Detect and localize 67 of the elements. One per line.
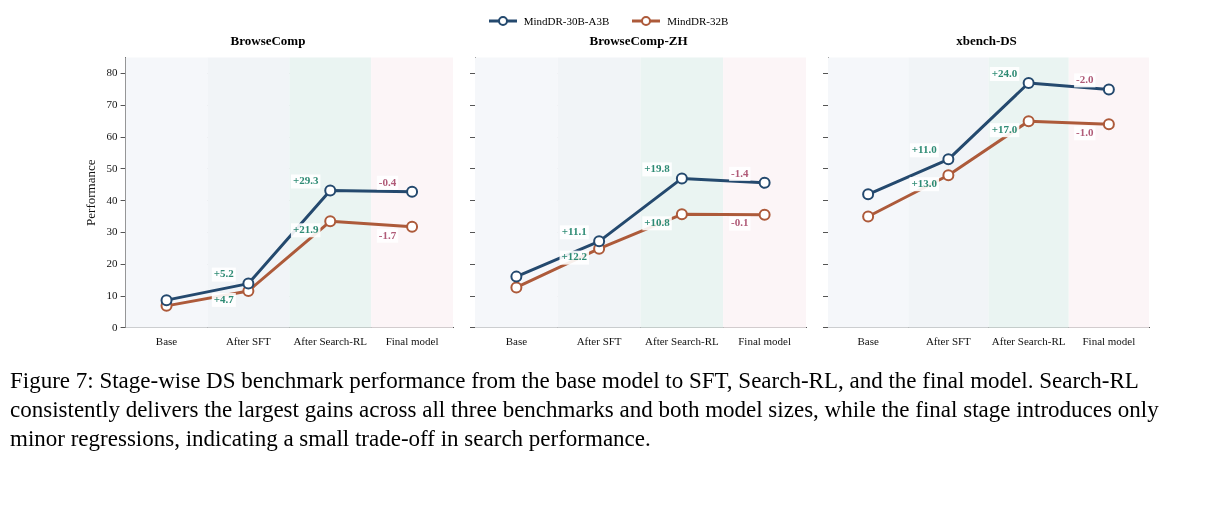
- annotation: +5.2: [213, 267, 235, 280]
- y-tick-label: 60: [106, 129, 119, 142]
- x-tick-label: Base: [857, 335, 879, 348]
- annotation: -1.7: [378, 228, 397, 241]
- annotation: +12.2: [561, 250, 588, 263]
- y-tick-label: 80: [106, 66, 119, 79]
- chart-title: BrowseComp-ZH: [589, 33, 688, 49]
- point: [942, 169, 955, 182]
- x-tick-label: After Search-RL: [645, 335, 719, 348]
- point: [593, 235, 606, 248]
- x-tick-label: Base: [155, 335, 178, 348]
- point: [510, 270, 523, 283]
- legend-label: MindDR-32B: [667, 15, 729, 27]
- point: [510, 281, 523, 294]
- annotation: +4.7: [213, 292, 235, 305]
- point: [942, 153, 955, 166]
- y-tick-label: 30: [106, 225, 119, 238]
- annotation: +29.3: [292, 174, 319, 187]
- x-tick-label: Final model: [738, 335, 792, 348]
- chart-title: BrowseComp: [230, 33, 306, 49]
- point: [1022, 115, 1035, 128]
- y-tick-label: 40: [106, 193, 119, 206]
- x-tick-label: After SFT: [925, 335, 972, 348]
- point: [862, 210, 875, 223]
- annotation: -0.4: [378, 175, 397, 188]
- annotation: +11.0: [911, 143, 938, 156]
- annotation: +19.8: [644, 162, 671, 175]
- point: [242, 277, 255, 290]
- annotation: -0.1: [731, 216, 749, 229]
- y-tick-label: 50: [106, 161, 119, 174]
- x-tick-label: Final model: [1082, 335, 1136, 348]
- y-tick-label: 20: [106, 257, 119, 270]
- annotation: +17.0: [991, 123, 1018, 136]
- point: [675, 208, 688, 221]
- annotation: +13.0: [911, 177, 938, 190]
- x-tick-label: After SFT: [576, 335, 622, 348]
- annotation: -2.0: [1076, 73, 1094, 86]
- y-tick-label: 70: [106, 98, 119, 111]
- point: [758, 176, 771, 189]
- annotation: -1.4: [731, 166, 749, 179]
- point: [406, 220, 419, 233]
- y-tick-label: 10: [106, 288, 119, 301]
- point: [675, 172, 688, 185]
- caption: Figure 7: Stage-wise DS benchmark performance from the base model to SFT, Search-RL, and the final model. Search-RL consistently delivers the largest gains across all three benchmarks and both model sizes, while the final stage introduces only minor regressions, indicating a small trade-off in search performance.: [10, 367, 1160, 453]
- point: [324, 215, 337, 228]
- annotation: +21.9: [292, 223, 319, 236]
- y-axis-title: Performance: [83, 159, 99, 226]
- point: [406, 185, 419, 198]
- point: [758, 208, 771, 221]
- x-tick-label: After Search-RL: [991, 335, 1066, 348]
- y-tick-label: 0: [112, 320, 119, 333]
- point: [862, 188, 875, 201]
- x-tick-label: Final model: [385, 335, 439, 348]
- annotation: +24.0: [991, 66, 1018, 79]
- x-tick-label: After SFT: [225, 335, 272, 348]
- x-tick-label: After Search-RL: [293, 335, 368, 348]
- x-tick-label: Base: [505, 335, 528, 348]
- point: [324, 184, 337, 197]
- legend-label: MindDR-30B-A3B: [523, 15, 610, 27]
- annotation: -1.0: [1076, 126, 1094, 139]
- annotation: +10.8: [644, 216, 671, 229]
- chart-title: xbench-DS: [956, 33, 1017, 49]
- point: [160, 294, 173, 307]
- point: [1102, 118, 1115, 131]
- annotation: +11.1: [561, 225, 587, 238]
- point: [1022, 77, 1035, 90]
- point: [1102, 83, 1115, 96]
